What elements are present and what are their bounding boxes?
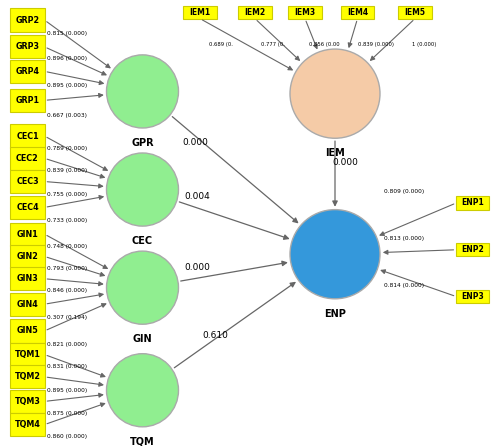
FancyBboxPatch shape (10, 390, 45, 413)
Text: 0.777 (0.: 0.777 (0. (261, 42, 285, 47)
Ellipse shape (106, 153, 178, 226)
Text: GPR: GPR (131, 138, 154, 148)
Text: 0.875 (0.000): 0.875 (0.000) (47, 411, 88, 417)
Text: GIN5: GIN5 (16, 326, 38, 335)
Ellipse shape (290, 49, 380, 138)
FancyBboxPatch shape (10, 319, 45, 343)
Text: GIN: GIN (132, 334, 152, 344)
FancyBboxPatch shape (10, 147, 45, 170)
Text: IEM2: IEM2 (244, 8, 266, 17)
FancyBboxPatch shape (10, 223, 45, 246)
Text: CEC1: CEC1 (16, 132, 39, 140)
Text: 0.689 (0.: 0.689 (0. (209, 42, 233, 47)
Text: GRP4: GRP4 (16, 67, 40, 76)
Text: CEC2: CEC2 (16, 154, 39, 163)
Text: 0.755 (0.000): 0.755 (0.000) (47, 192, 88, 198)
FancyBboxPatch shape (10, 267, 45, 290)
Text: 0.748 (0.000): 0.748 (0.000) (47, 244, 88, 249)
Text: 0.789 (0.000): 0.789 (0.000) (47, 145, 88, 151)
Text: 0.839 (0.000): 0.839 (0.000) (358, 42, 394, 47)
FancyBboxPatch shape (184, 6, 216, 19)
Text: TQM3: TQM3 (14, 397, 40, 406)
FancyBboxPatch shape (10, 35, 45, 58)
Text: IEM1: IEM1 (190, 8, 210, 17)
Text: 0.667 (0.003): 0.667 (0.003) (47, 112, 87, 118)
FancyBboxPatch shape (10, 8, 45, 32)
Text: 0.860 (0.000): 0.860 (0.000) (47, 434, 87, 439)
Text: GIN2: GIN2 (16, 252, 38, 261)
Text: 0.004: 0.004 (184, 192, 210, 201)
FancyBboxPatch shape (10, 89, 45, 112)
Text: 0.307 (0.194): 0.307 (0.194) (47, 315, 87, 320)
FancyBboxPatch shape (456, 196, 489, 210)
Text: TQM1: TQM1 (14, 350, 40, 359)
Text: 0.821 (0.000): 0.821 (0.000) (47, 342, 87, 347)
Ellipse shape (106, 354, 178, 427)
Text: 0.809 (0.000): 0.809 (0.000) (384, 189, 424, 194)
Text: 0.733 (0.000): 0.733 (0.000) (47, 218, 88, 223)
Text: 0.000: 0.000 (332, 158, 358, 167)
Text: GIN4: GIN4 (16, 300, 38, 309)
FancyBboxPatch shape (288, 6, 322, 19)
Text: GRP3: GRP3 (16, 42, 40, 51)
Text: GIN1: GIN1 (16, 230, 38, 239)
Text: CEC4: CEC4 (16, 203, 39, 212)
Text: IEM: IEM (325, 148, 345, 158)
Text: IEM4: IEM4 (347, 8, 368, 17)
FancyBboxPatch shape (10, 124, 45, 148)
Text: 0.814 (0.000): 0.814 (0.000) (384, 283, 424, 288)
Text: 0.895 (0.000): 0.895 (0.000) (47, 388, 88, 393)
Text: CEC3: CEC3 (16, 177, 39, 186)
Text: 0.793 (0.000): 0.793 (0.000) (47, 266, 88, 271)
Text: 0.815 (0.000): 0.815 (0.000) (47, 31, 87, 36)
Text: 0.846 (0.000): 0.846 (0.000) (47, 288, 87, 293)
FancyBboxPatch shape (10, 245, 45, 268)
FancyBboxPatch shape (10, 60, 45, 83)
Text: IEM3: IEM3 (294, 8, 316, 17)
Text: GRP2: GRP2 (16, 16, 40, 25)
Text: 0.839 (0.000): 0.839 (0.000) (47, 168, 88, 173)
Text: 0.896 (0.000): 0.896 (0.000) (47, 56, 87, 62)
FancyBboxPatch shape (10, 365, 45, 388)
Text: ENP3: ENP3 (461, 292, 484, 301)
Text: 0.856 (0.00: 0.856 (0.00 (309, 42, 340, 47)
Text: 0.831 (0.000): 0.831 (0.000) (47, 364, 87, 369)
FancyBboxPatch shape (456, 290, 489, 303)
FancyBboxPatch shape (456, 243, 489, 256)
Ellipse shape (106, 55, 178, 128)
FancyBboxPatch shape (10, 196, 45, 219)
Ellipse shape (106, 251, 178, 324)
Text: 0.000: 0.000 (184, 263, 210, 272)
FancyBboxPatch shape (398, 6, 432, 19)
Text: 1 (0.000): 1 (0.000) (412, 42, 437, 47)
Ellipse shape (290, 210, 380, 299)
FancyBboxPatch shape (10, 293, 45, 316)
FancyBboxPatch shape (10, 413, 45, 436)
FancyBboxPatch shape (10, 170, 45, 193)
Text: TQM: TQM (130, 437, 155, 446)
Text: TQM2: TQM2 (14, 372, 40, 381)
Text: 0.000: 0.000 (182, 138, 208, 147)
Text: 0.813 (0.000): 0.813 (0.000) (384, 236, 424, 241)
FancyBboxPatch shape (10, 343, 45, 366)
Text: 0.895 (0.000): 0.895 (0.000) (47, 83, 88, 88)
FancyBboxPatch shape (238, 6, 272, 19)
Text: GIN3: GIN3 (16, 274, 38, 283)
Text: IEM5: IEM5 (404, 8, 425, 17)
Text: GRP1: GRP1 (16, 96, 40, 105)
Text: ENP: ENP (324, 309, 346, 318)
Text: 0.610: 0.610 (202, 331, 228, 340)
Text: CEC: CEC (132, 236, 153, 246)
Text: TQM4: TQM4 (14, 420, 40, 429)
Text: ENP2: ENP2 (461, 245, 484, 254)
FancyBboxPatch shape (341, 6, 374, 19)
Text: ENP1: ENP1 (461, 198, 484, 207)
